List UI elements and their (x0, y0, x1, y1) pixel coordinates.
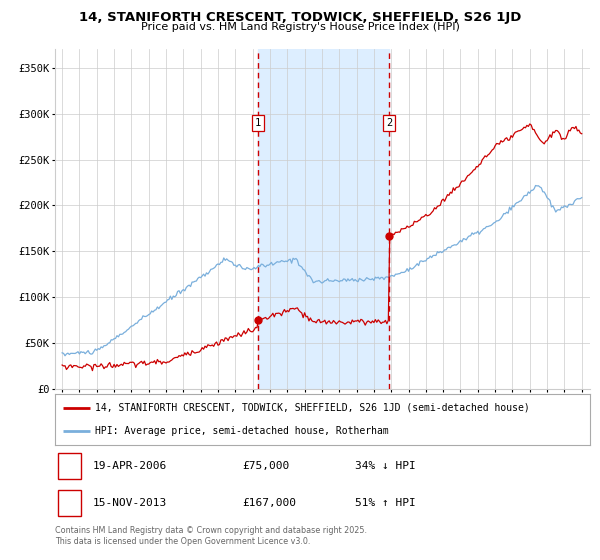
Text: Price paid vs. HM Land Registry's House Price Index (HPI): Price paid vs. HM Land Registry's House … (140, 22, 460, 32)
Text: 15-NOV-2013: 15-NOV-2013 (92, 498, 167, 508)
Text: 14, STANIFORTH CRESCENT, TODWICK, SHEFFIELD, S26 1JD: 14, STANIFORTH CRESCENT, TODWICK, SHEFFI… (79, 11, 521, 24)
Text: 2: 2 (386, 118, 392, 128)
Text: 34% ↓ HPI: 34% ↓ HPI (355, 461, 416, 471)
Bar (258, 49, 389, 389)
Text: £167,000: £167,000 (242, 498, 296, 508)
Text: 1: 1 (255, 118, 261, 128)
Text: £75,000: £75,000 (242, 461, 290, 471)
Text: 14, STANIFORTH CRESCENT, TODWICK, SHEFFIELD, S26 1JD (semi-detached house): 14, STANIFORTH CRESCENT, TODWICK, SHEFFI… (95, 403, 530, 413)
FancyBboxPatch shape (58, 489, 82, 516)
Text: 2: 2 (66, 498, 73, 508)
Text: Contains HM Land Registry data © Crown copyright and database right 2025.
This d: Contains HM Land Registry data © Crown c… (55, 526, 367, 546)
FancyBboxPatch shape (58, 452, 82, 479)
Text: 1: 1 (66, 461, 73, 471)
Text: 19-APR-2006: 19-APR-2006 (92, 461, 167, 471)
Text: 51% ↑ HPI: 51% ↑ HPI (355, 498, 416, 508)
Text: HPI: Average price, semi-detached house, Rotherham: HPI: Average price, semi-detached house,… (95, 426, 389, 436)
